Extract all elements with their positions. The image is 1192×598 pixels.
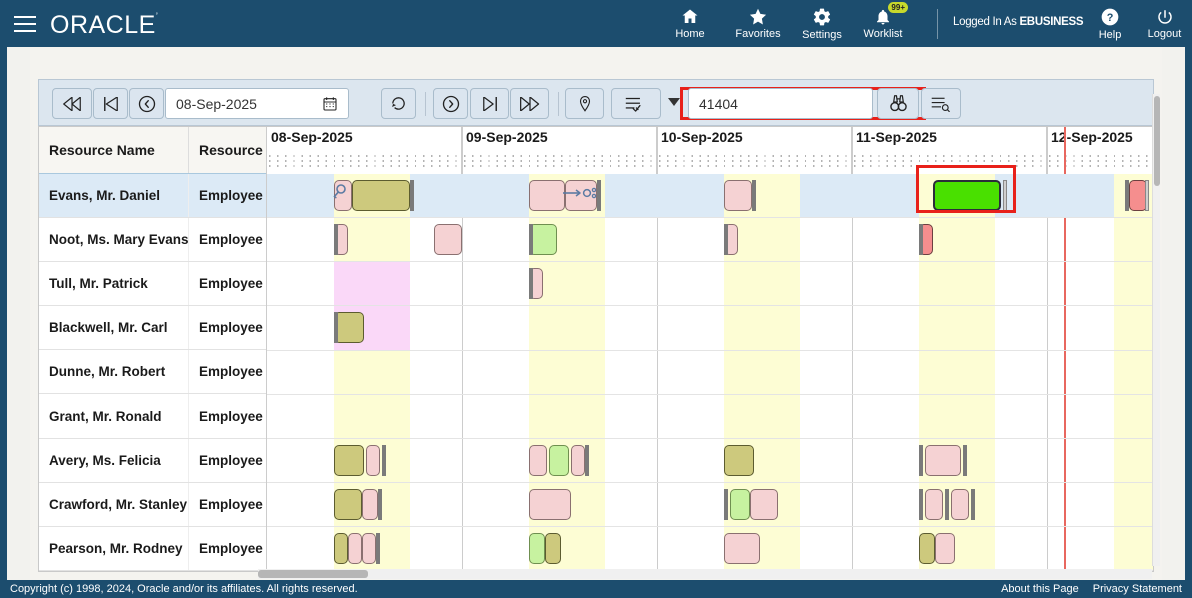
svg-text:?: ? xyxy=(1107,11,1114,23)
